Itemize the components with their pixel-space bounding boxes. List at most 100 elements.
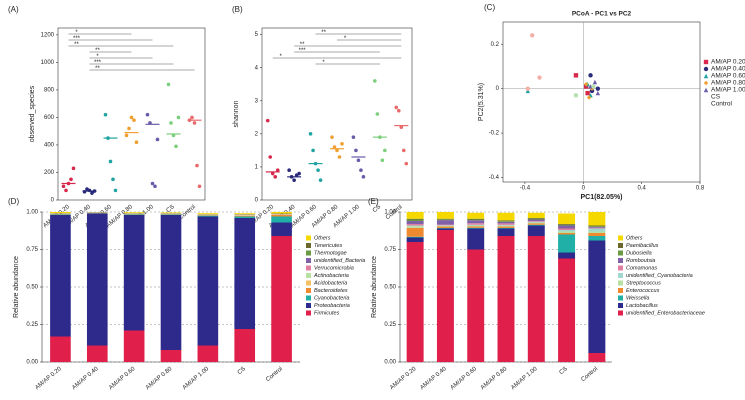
y-tick-label: 2: [255, 131, 259, 137]
x-tick-label: CS: [559, 366, 569, 376]
data-point: [589, 86, 595, 91]
bar-segment: [197, 345, 219, 362]
bar-segment: [527, 224, 545, 226]
legend-swatch: [618, 310, 623, 316]
bar-segment: [588, 227, 606, 229]
significance-label: *: [96, 54, 99, 60]
y-tick-label: 0.00: [384, 360, 396, 366]
bar-segment: [436, 225, 454, 227]
bar-segment: [588, 225, 606, 227]
bar-segment: [197, 216, 219, 346]
x-tick-label: AM/AP 1.00: [182, 366, 211, 392]
plot-frame: [261, 27, 413, 201]
data-point: [401, 148, 406, 153]
data-point: [399, 125, 404, 130]
y-tick-label: 1000: [41, 60, 55, 66]
bar-segment: [234, 218, 256, 329]
bar-segment: [527, 221, 545, 222]
bar-segment: [558, 225, 576, 229]
bar-segment: [558, 233, 576, 235]
legend-label: Cyanobacteria: [314, 295, 349, 301]
bar-segment: [558, 230, 576, 232]
data-point: [529, 33, 535, 38]
legend-swatch: [306, 258, 311, 263]
bar-segment: [467, 226, 485, 228]
bar-segment: [436, 230, 454, 362]
x-tick-label: 0.8: [696, 186, 705, 192]
bar-segment: [588, 212, 606, 226]
panel-label: (C): [484, 3, 495, 12]
bar-segment: [467, 227, 485, 229]
legend-swatch: [618, 243, 623, 248]
x-tick-label: AM/AP 0.80: [480, 366, 509, 392]
data-point: [354, 148, 358, 153]
legend-marker: [703, 66, 709, 72]
legend-label: AM/AP 0.40: [711, 66, 745, 73]
data-point: [583, 82, 589, 87]
data-point: [166, 82, 171, 87]
bar-segment: [86, 213, 108, 346]
bar-segment: [234, 329, 256, 362]
data-point: [359, 168, 363, 173]
data-point: [595, 86, 601, 91]
y-tick-label: 0.75: [384, 247, 396, 253]
significance-label: *: [75, 30, 78, 36]
legend-label: Actinobacteria: [313, 273, 349, 279]
bar-segment: [558, 231, 576, 233]
data-point: [586, 95, 592, 100]
data-point: [132, 118, 136, 122]
bar-segment: [588, 228, 606, 232]
significance-label: **: [321, 30, 326, 36]
data-point: [525, 88, 531, 94]
significance-label: ***: [94, 60, 102, 66]
bar-segment: [436, 219, 454, 221]
legend-swatch: [306, 280, 311, 286]
x-tick-label: AM/AP 0.80: [145, 366, 174, 392]
data-point: [335, 148, 339, 153]
panel-label: (A): [8, 5, 19, 14]
significance-label: **: [300, 42, 305, 48]
legend-label: Enterococcus: [626, 288, 660, 294]
data-point: [318, 178, 323, 182]
bar-segment: [558, 258, 576, 362]
legend-label: Verrucomicrobia: [314, 265, 354, 271]
y-tick-label: 0.00: [26, 360, 38, 366]
bar-segment: [406, 221, 424, 224]
legend-label: unidentified_Bacteria: [314, 258, 365, 264]
legend-label: Others: [626, 235, 643, 241]
bar-segment: [497, 212, 515, 221]
significance-label: **: [95, 66, 100, 72]
data-point: [591, 84, 596, 89]
significance-label: ***: [299, 48, 307, 54]
legend-marker: [703, 59, 709, 65]
data-point: [525, 86, 531, 91]
y-tick-label: 1.00: [384, 210, 396, 216]
y-tick-label: -0.4: [489, 175, 500, 181]
x-tick-label: CS: [166, 204, 176, 214]
data-point: [583, 84, 589, 89]
bar-segment: [467, 220, 485, 224]
data-point: [356, 158, 361, 163]
plot-frame: [502, 21, 701, 183]
bar-segment: [123, 330, 145, 362]
legend-label: AM/AP 0.20: [711, 59, 745, 66]
data-point: [275, 168, 280, 173]
bar-segment: [406, 225, 424, 227]
x-tick-label: AM/AP 0.40: [71, 366, 100, 392]
chart-title: PCoA - PC1 vs PC2: [572, 11, 632, 18]
y-tick-label: 0: [255, 198, 259, 204]
legend-label: Others: [314, 235, 331, 241]
data-point: [394, 105, 399, 110]
bar-segment: [497, 225, 515, 227]
data-point: [155, 137, 160, 142]
y-tick-label: 600: [44, 115, 55, 121]
significance-label: **: [95, 48, 100, 54]
significance-label: *: [322, 60, 325, 66]
legend-label: Acidobacteria: [313, 280, 347, 286]
bar-segment: [588, 240, 606, 353]
legend-label: Lactobacillus: [626, 303, 658, 309]
bar-segment: [497, 221, 515, 222]
data-point: [153, 184, 157, 189]
x-tick-label: -0.4: [520, 186, 531, 192]
data-point: [134, 140, 139, 145]
